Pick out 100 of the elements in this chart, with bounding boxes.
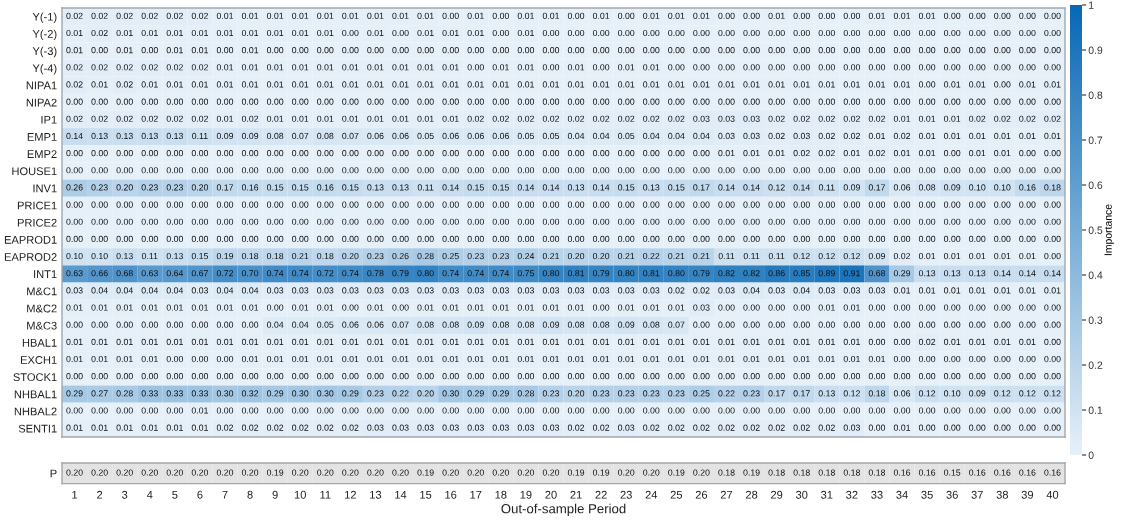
data-label: 0.23 [668,390,685,397]
data-label: 0.00 [693,150,710,157]
data-label: 0.00 [668,98,685,105]
data-label: 0.01 [492,64,509,71]
data-label: 0.07 [668,321,685,328]
data-label: 0.00 [818,29,835,37]
data-label: 0.01 [943,287,961,294]
data-label: 0.01 [517,64,534,71]
data-label: 0.00 [868,424,886,431]
data-label: 0.28 [417,252,434,260]
data-label: 0.00 [417,150,434,157]
data-label: 0.01 [517,338,534,345]
data-label: 0.02 [868,115,886,122]
data-label: 0.00 [969,64,986,71]
data-label: 0.00 [668,218,685,225]
y-tick-label: EAPROD2 [4,253,57,261]
data-label: 0.01 [342,338,359,345]
data-label: 0.02 [893,252,911,260]
data-label: 0.20 [317,469,334,476]
data-label: 0.22 [643,252,660,260]
data-label: 0.01 [266,355,284,363]
data-label: 0.00 [943,407,961,414]
data-label: 0.01 [166,81,183,88]
data-label: 0.00 [141,98,158,105]
data-label: 0.01 [969,81,986,88]
data-label: 0.02 [241,424,259,431]
data-label: 0.00 [442,150,459,157]
data-label: 0.01 [417,29,434,37]
data-label: 0.09 [241,132,259,140]
data-label: 0.17 [793,390,810,397]
data-label: 0.03 [542,424,560,431]
data-label: 0.00 [994,407,1011,414]
data-label: 0.00 [442,201,459,208]
data-label: 0.19 [743,469,760,476]
data-label: 0.01 [542,304,560,311]
data-label: 0.00 [868,201,886,208]
x-tick-label: 25 [670,490,683,499]
data-label: 0.29 [492,390,509,397]
data-label: 0.00 [768,235,785,243]
data-label: 0.00 [517,47,535,54]
x-tick-label: 37 [971,490,983,499]
data-label: 0.02 [241,115,259,122]
data-label: 0.00 [1019,29,1036,37]
data-label: 0.22 [718,390,735,397]
data-label: 0.00 [743,321,760,328]
data-label: 0.66 [91,270,108,277]
data-label: 0.00 [467,98,484,105]
data-label: 0.23 [492,252,509,260]
data-label: 0.17 [868,184,886,191]
data-label: 0.00 [1019,235,1036,243]
data-label: 0.00 [342,98,359,105]
data-label: 0.20 [141,469,158,476]
data-label: 0.00 [317,201,334,208]
data-label: 0.02 [116,81,133,88]
y-tick-label: INT1 [34,270,57,279]
data-label: 0.01 [141,29,158,37]
data-label: 0.01 [943,81,961,88]
data-label: 0.00 [266,167,284,174]
data-label: 0.80 [618,270,635,277]
data-label: 0.16 [969,469,986,476]
data-label: 0.13 [392,184,409,191]
data-label: 0.00 [592,167,610,174]
data-label: 0.20 [592,252,610,260]
data-label: 0.00 [417,407,434,414]
data-label: 0.00 [743,218,760,225]
data-label: 0.01 [592,338,610,345]
y-tick-label: Y(-1) [32,12,57,23]
data-label: 0.01 [417,355,434,363]
data-label: 0.00 [693,218,710,225]
data-label: 0.00 [517,150,535,157]
data-label: 0.12 [843,252,860,260]
data-label: 0.29 [342,390,359,397]
data-label: 0.01 [317,304,334,311]
data-label: 0.01 [91,81,108,88]
data-label: 0.00 [668,47,685,54]
data-label: 0.01 [517,304,534,311]
data-label: 0.02 [592,424,610,431]
data-label: 0.79 [592,270,610,277]
data-label: 0.22 [392,390,409,397]
data-label: 0.01 [743,355,760,363]
data-label: 0.00 [818,47,835,54]
data-label: 0.00 [693,167,710,174]
data-label: 0.24 [517,252,535,260]
data-label: 0.00 [492,407,509,414]
data-label: 0.00 [918,407,936,414]
data-label: 0.00 [1044,338,1061,345]
data-label: 0.01 [216,12,234,19]
data-label: 0.17 [768,390,785,397]
data-label: 0.01 [317,29,334,37]
data-label: 0.18 [868,390,886,397]
data-label: 0.00 [542,64,560,71]
data-label: 0.00 [567,150,585,157]
x-tick-label: 26 [695,490,708,499]
x-tick-label: 40 [1046,490,1059,499]
data-label: 0.11 [141,252,158,260]
data-label: 0.14 [66,132,83,140]
data-label: 0.00 [668,235,685,243]
data-label: 0.01 [969,338,986,345]
data-label: 0.00 [1019,64,1036,71]
data-label: 0.01 [969,132,986,140]
